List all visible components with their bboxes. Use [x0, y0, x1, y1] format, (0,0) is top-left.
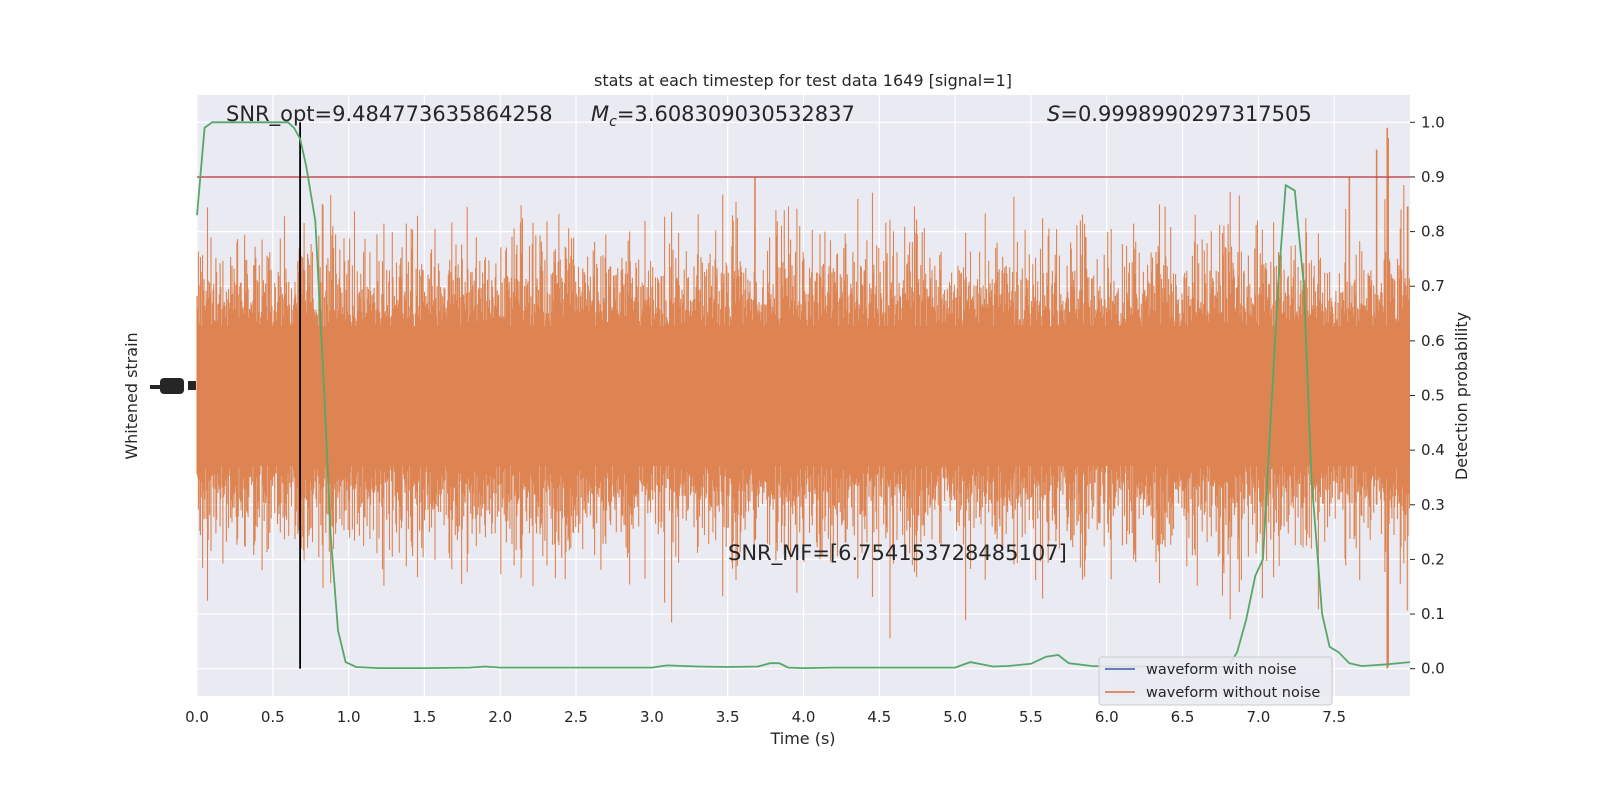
left-axis-overlapping-ticks: [150, 378, 196, 394]
x-tick-label: 4.5: [867, 708, 891, 726]
mc-symbol: M: [591, 102, 609, 126]
x-tick-label: 3.0: [640, 708, 664, 726]
snr-mf-annotation: SNR_MF=[6.754153728485107]: [728, 541, 1067, 566]
s-annotation: S=0.9998990297317505: [1047, 102, 1312, 126]
chart-title: stats at each timestep for test data 164…: [594, 71, 1012, 90]
y-axis-label-left: Whitened strain: [122, 332, 141, 459]
y-tick-label: 0.3: [1421, 496, 1445, 514]
x-tick-label: 3.5: [716, 708, 740, 726]
x-tick-label: 0.5: [261, 708, 285, 726]
s-value: =0.9998990297317505: [1060, 102, 1311, 126]
y-tick-label: 0.7: [1421, 277, 1445, 295]
y-tick-label: 0.0: [1421, 660, 1445, 678]
left-tick-mark: [188, 381, 196, 390]
x-tick-label: 0.0: [185, 708, 209, 726]
strain-without-noise-line: [196, 138, 1410, 667]
snr-opt-annotation: SNR_opt=9.484773635864258: [226, 102, 553, 127]
x-tick-label: 6.0: [1095, 708, 1119, 726]
legend-label-without-noise: waveform without noise: [1146, 685, 1320, 701]
x-tick-label: 2.5: [564, 708, 588, 726]
y-axis-label-right: Detection probability: [1452, 312, 1471, 480]
noise-series: [196, 127, 1410, 669]
legend-box: [1098, 656, 1333, 706]
left-tick-labels-overlap: [160, 378, 184, 394]
x-tick-label: 7.5: [1322, 708, 1346, 726]
y-tick-label: 1.0: [1421, 113, 1445, 131]
y-tick-label: 0.5: [1421, 387, 1445, 405]
y-tick-label: 0.9: [1421, 168, 1445, 186]
overlay-layer: [196, 121, 1411, 670]
y-tick-label: 0.8: [1421, 223, 1445, 241]
x-tick-label: 1.5: [413, 708, 437, 726]
x-tick-label: 5.5: [1019, 708, 1043, 726]
x-tick-label: 7.0: [1246, 708, 1270, 726]
y-tick-label: 0.4: [1421, 441, 1445, 459]
legend-label-with-noise: waveform with noise: [1146, 662, 1297, 678]
detection-probability-line: [196, 121, 1411, 670]
s-symbol: S: [1047, 102, 1060, 126]
mc-value: =3.608309030532837: [617, 102, 855, 126]
x-tick-label: 1.0: [337, 708, 361, 726]
mc-annotation: Mc=3.608309030532837: [591, 102, 855, 130]
left-tick-mark: [150, 385, 160, 389]
y-tick-label: 0.2: [1421, 550, 1445, 568]
y-tick-label: 0.6: [1421, 332, 1445, 350]
x-tick-label: 4.0: [792, 708, 816, 726]
x-tick-label: 6.5: [1171, 708, 1195, 726]
x-axis-label: Time (s): [769, 729, 835, 748]
x-tick-label: 5.0: [943, 708, 967, 726]
legend: waveform with noise waveform without noi…: [1098, 656, 1333, 706]
mc-subscript: c: [609, 114, 617, 130]
x-tick-label: 2.0: [488, 708, 512, 726]
y-tick-label: 0.1: [1421, 605, 1445, 623]
